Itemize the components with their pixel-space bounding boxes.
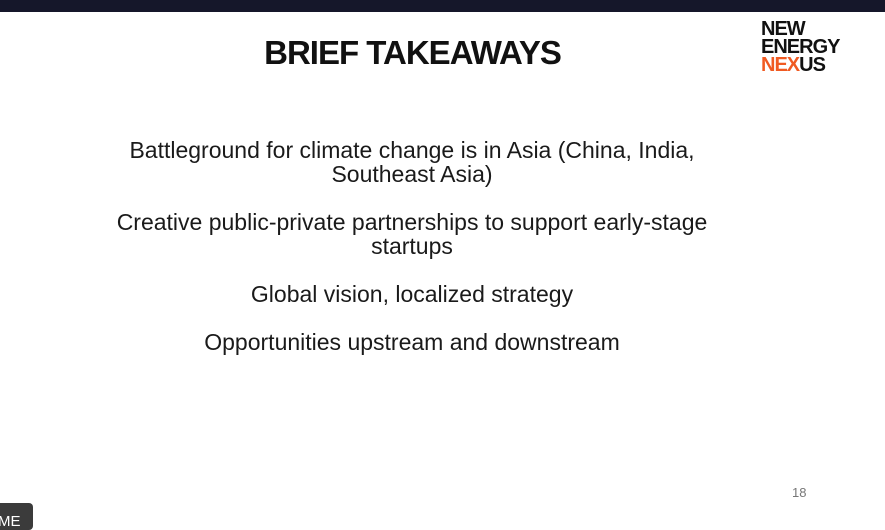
new-energy-nexus-logo: NEW ENERGY NEXUS xyxy=(761,18,861,76)
logo-line-3: NEXUS xyxy=(761,54,861,76)
logo-accent-text: NEX xyxy=(761,54,800,76)
slide-title: BRIEF TAKEAWAYS xyxy=(264,34,562,71)
takeaway-item: Global vision, localized strategy xyxy=(250,281,574,307)
takeaway-item: Battleground for climate change is in As… xyxy=(129,137,695,187)
slide-page-number: 18 xyxy=(792,485,807,500)
takeaway-item: Opportunities upstream and downstream xyxy=(204,329,620,355)
presentation-slide: BRIEF TAKEAWAYS NEW ENERGY NEXUS Battleg… xyxy=(0,12,885,530)
participant-name-tag[interactable]: ME xyxy=(0,503,33,530)
logo-line-2: ENERGY xyxy=(761,36,840,58)
window-top-bar xyxy=(0,0,885,12)
logo-line-1: NEW xyxy=(761,18,806,40)
logo-line-3-rest: US xyxy=(799,54,826,76)
takeaway-item: Creative public-private partnerships to … xyxy=(116,209,708,259)
takeaway-list: Battleground for climate change is in As… xyxy=(92,138,732,378)
